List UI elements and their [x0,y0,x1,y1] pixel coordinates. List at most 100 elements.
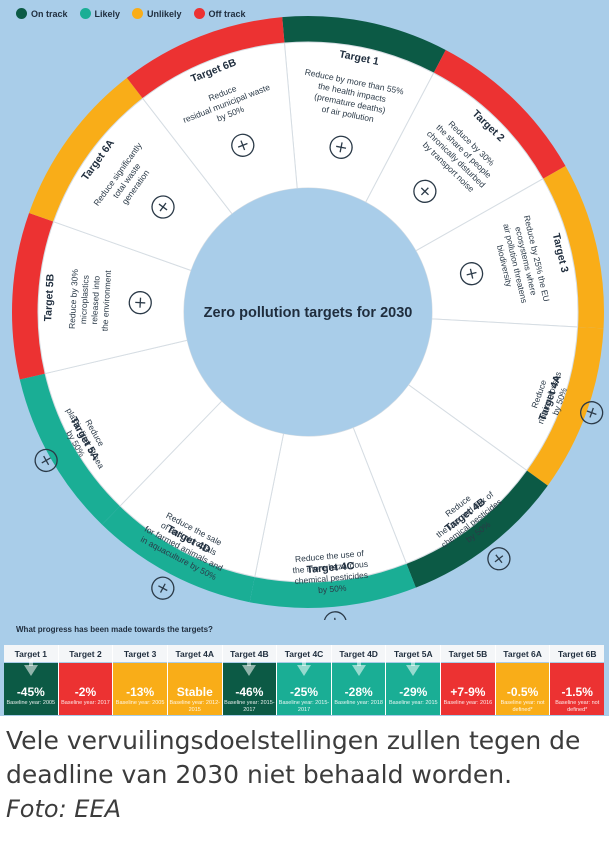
progress-status-block: -46% Baseline year: 2015-2017 [222,657,277,715]
center-title: Zero pollution targets for 2030 [204,305,413,321]
center-circle [184,188,432,436]
progress-baseline: Baseline year: 2018 [334,700,383,706]
pills-icon [151,576,175,600]
status-ring-arc [249,563,416,608]
progress-value: -29% [399,685,428,699]
legend-item-on-track: On track [16,8,68,19]
status-ring-arc [542,166,604,329]
status-ring-arc [526,326,604,486]
progress-value: -45% [16,685,45,699]
photo-credit: Foto: EEA [6,795,122,823]
progress-status-block: -0.5% Baseline year: not defined* [495,663,550,715]
status-ring-arc [406,470,548,588]
progress-cell-target-1: Target 1 -45% Baseline year: 2005 [4,645,58,715]
down-arrow-icon [23,665,38,676]
progress-status-block: -2% Baseline year: 2017 [58,663,113,715]
progress-value: -1.5% [561,685,593,699]
down-arrow-icon [351,665,366,676]
progress-status-block: -13% Baseline year: 2005 [113,663,167,715]
legend: On track Likely Unlikely Off track [16,8,246,19]
progress-target-label: Target 4B [222,645,277,662]
sprayer-icon [487,547,511,571]
progress-target-label: Target 4A [167,645,222,662]
progress-status-block: Stable Baseline year: 2012-2015 [167,663,222,715]
status-ring-arc [29,77,143,222]
progress-heading: What progress has been made towards the … [16,625,213,634]
progress-status-block: -29% Baseline year: 2015 [386,657,441,715]
progress-status-block: -1.5% Baseline year: not defined* [550,663,605,715]
progress-target-label: Target 6B [550,645,605,662]
progress-baseline: Baseline year: 2016 [443,700,493,706]
progress-cell-target-5b: Target 5B +7-9% Baseline year: 2016 [440,645,495,715]
legend-item-unlikely: Unlikely [132,8,182,19]
segment-target-5b: Target 5B Reduce by 30%microplasticsrelea… [11,212,192,380]
progress-value: Stable [176,685,213,699]
legend-label: Off track [208,8,246,19]
bee-icon [459,262,484,286]
segment-description-line: released into [89,275,102,324]
progress-value: -46% [235,685,264,699]
progress-value: -25% [290,685,319,699]
progress-status-block: -28% Baseline year: 2018 [331,657,386,715]
progress-target-label: Target 1 [4,645,58,662]
progress-status-block: +7-9% Baseline year: 2016 [441,663,495,715]
progress-baseline: Baseline year: 2017 [61,700,110,706]
ear-icon [413,179,437,203]
progress-baseline: Baseline year: 2015-2017 [224,700,275,713]
progress-cell-target-6b: Target 6B -1.5% Baseline year: not defin… [549,645,605,715]
down-arrow-icon [242,665,257,676]
progress-cell-target-6a: Target 6A -0.5% Baseline year: not defin… [494,645,550,715]
progress-target-label: Target 4D [331,645,386,662]
status-ring-arc [11,212,54,380]
progress-cell-target-4b: Target 4B -46% Baseline year: 2015-2017 [221,645,277,715]
image-caption: Vele vervuilingsdoelstellingen zullen te… [6,726,581,789]
legend-label: Likely [94,8,121,19]
progress-value: -28% [344,685,373,699]
progress-cell-target-3: Target 3 -13% Baseline year: 2005 [112,645,167,715]
progress-baseline: Baseline year: 2005 [115,700,165,706]
segment-description-line: by 50% [318,583,348,595]
field-icon [580,401,604,425]
segment-target-label: Target 5B [42,273,57,322]
status-ring-arc [19,373,121,525]
progress-baseline: Baseline year: not defined* [500,700,545,713]
hazard-icon [323,611,347,620]
progress-baseline: Baseline year: 2012-2015 [169,700,220,713]
segment-target-label: Target 4C [306,560,355,576]
progress-cell-target-4c: Target 4C -25% Baseline year: 2015-2017 [276,645,331,715]
progress-target-label: Target 2 [58,645,113,662]
on-track-dot-icon [16,8,27,19]
segment-content: Target 5B Reduce by 30%microplasticsrelea… [42,268,152,331]
progress-baseline: Baseline year: 2015-2017 [278,700,330,713]
progress-table: Target 1 -45% Baseline year: 2005 Target… [4,645,605,715]
status-ring-arc [126,17,285,99]
progress-status-block: -25% Baseline year: 2015-2017 [277,657,331,715]
likely-dot-icon [79,8,91,19]
legend-label: Unlikely [147,8,182,19]
bins-icon [151,195,175,219]
progress-value: -0.5% [506,685,539,699]
paper-icon [231,133,255,157]
progress-value: -13% [126,685,155,699]
progress-cell-target-4d: Target 4D -28% Baseline year: 2018 [330,645,386,715]
segment-description-line: microplastics [78,275,91,325]
status-ring-arc [433,49,566,179]
bottle-icon [34,448,58,473]
legend-item-off-track: Off track [193,8,246,19]
progress-target-label: Target 6A [495,645,550,662]
progress-status-block: -45% Baseline year: 2005 [4,657,58,715]
progress-cell-target-4a: Target 4A Stable Baseline year: 2012-201… [166,645,222,715]
status-ring-arc [102,505,255,603]
progress-value: -2% [74,685,97,699]
